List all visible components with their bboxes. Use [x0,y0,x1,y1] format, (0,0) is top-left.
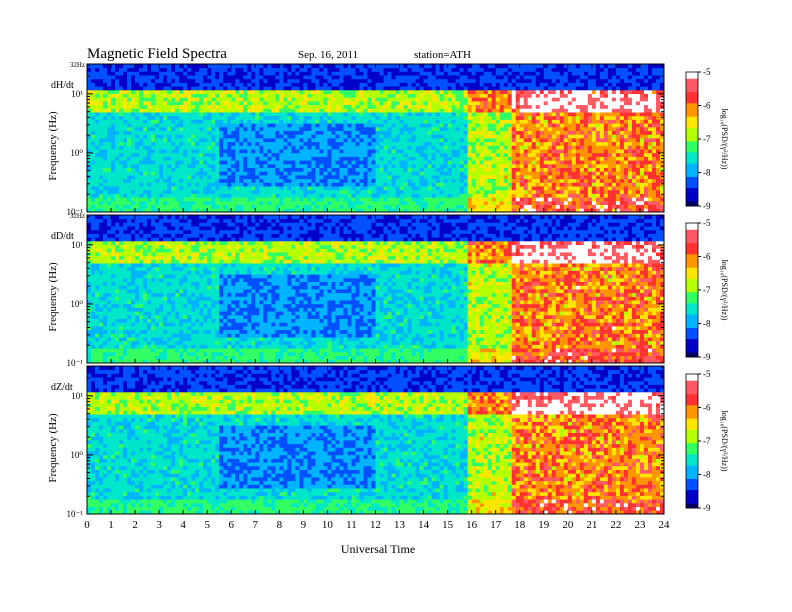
x-tick-label: 9 [301,519,307,531]
x-tick-label: 10 [322,519,334,531]
x-tick-label: 23 [634,519,646,531]
spectrogram-image [87,64,664,212]
x-tick-label: 14 [418,519,430,531]
station-label: station=ATH [414,49,471,61]
colorbar-tick-label: -7 [703,285,711,295]
x-tick-label: 22 [610,519,621,531]
y-tick-label: 10¹ [71,89,83,99]
colorbar-tick-label: -5 [703,67,711,77]
x-tick-label: 19 [538,519,550,531]
x-tick-label: 24 [659,519,671,531]
colorbar-tick-label: -6 [703,252,711,262]
colorbar-tick-label: -5 [703,218,711,228]
x-tick-label: 21 [586,519,597,531]
x-tick-label: 12 [370,519,381,531]
x-tick-label: 18 [514,519,526,531]
x-tick-label: 5 [204,519,210,531]
colorbar-label: log₁₀(PSD/(γ²/Hz)) [720,411,729,472]
panel-label: dZ/dt [51,382,73,393]
y-tick-label: 10¹ [71,240,83,250]
x-tick-label: 6 [229,519,235,531]
colorbar: -5 -6 -7 -8 -9 log₁₀(PSD/(γ²/Hz)) [685,369,729,513]
colorbar-tick-label: -7 [703,134,711,144]
colorbar-tick-label: -9 [703,503,711,513]
x-tick-label: 11 [346,519,357,531]
date-label: Sep. 16, 2011 [298,49,358,61]
top-frequency-label: 32Hz [70,61,85,69]
colorbar-tick-label: -8 [703,319,711,329]
y-tick-label: 10¹ [71,391,83,401]
x-tick-label: 17 [490,519,502,531]
colorbar-tick-label: -6 [703,403,711,413]
y-tick-label: 10⁻¹ [67,509,84,519]
x-tick-label: 2 [132,519,138,531]
x-tick-label: 4 [180,519,186,531]
x-tick-label: 7 [253,519,259,531]
colorbar-tick-label: -9 [703,201,711,211]
x-axis-label: Universal Time [341,542,415,556]
y-tick-label: 10⁻¹ [67,207,84,217]
colorbar-tick-label: -8 [703,470,711,480]
x-tick-label: 3 [156,519,162,531]
y-axis-label: Frequency (Hz) [47,111,59,181]
x-tick-label: 20 [562,519,574,531]
colorbar-label: log₁₀(PSD/(γ²/Hz)) [720,109,729,170]
y-tick-label: 10⁰ [70,148,83,158]
y-tick-label: 10⁰ [70,299,83,309]
x-tick-label: 13 [394,519,406,531]
x-tick-label: 0 [84,519,90,531]
x-tick-label: 1 [108,519,114,531]
x-tick-label: 16 [466,519,478,531]
time-axis: 0 1 2 3 4 5 6 7 8 9 10 11 12 13 14 15 16 17 18 19 20 21 22 23 24 [84,519,670,531]
figure-title: Magnetic Field Spectra [87,46,227,62]
y-axis-label: Frequency (Hz) [47,262,59,332]
colorbar-tick-label: -7 [703,436,711,446]
top-frequency-label: 32Hz [70,212,85,220]
colorbar-label: log₁₀(PSD/(γ²/Hz)) [720,260,729,321]
y-tick-label: 10⁰ [70,450,83,460]
colorbar-tick-label: -5 [703,369,711,379]
y-axis-label: Frequency (Hz) [47,413,59,483]
spectrogram-image [87,366,664,514]
x-tick-label: 8 [277,519,283,531]
y-tick-label: 10⁻¹ [67,358,84,368]
panel-label: dD/dt [51,231,74,242]
spectrogram-image [87,215,664,363]
colorbar-tick-label: -6 [703,101,711,111]
colorbar: -5 -6 -7 -8 -9 log₁₀(PSD/(γ²/Hz)) [685,67,729,211]
x-tick-label: 15 [442,519,454,531]
colorbar: -5 -6 -7 -8 -9 log₁₀(PSD/(γ²/Hz)) [685,218,729,362]
panel-label: dH/dt [51,80,74,91]
colorbar-tick-label: -8 [703,168,711,178]
colorbar-tick-label: -9 [703,352,711,362]
